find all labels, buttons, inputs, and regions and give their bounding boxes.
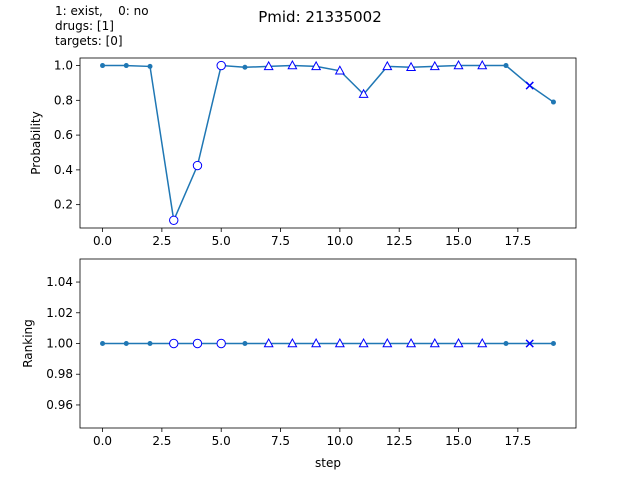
x-tick-label: 7.5 (271, 434, 290, 448)
data-point-dot (242, 341, 248, 346)
data-point-x (525, 81, 534, 90)
x-tick-label: 5.0 (212, 234, 231, 248)
x-tick-label: 0.0 (93, 234, 112, 248)
series-line (102, 64, 554, 223)
data-point-triangle (358, 88, 369, 98)
y-tick-label: 0.4 (54, 163, 73, 177)
data-point-triangle (334, 337, 345, 348)
axes-frame (79, 258, 577, 429)
y-axis-label: Probability (29, 111, 43, 174)
x-axis-label: step (315, 456, 341, 470)
data-point-triangle (311, 337, 322, 348)
y-tick-label: 0.2 (54, 198, 73, 212)
axes-frame (79, 57, 577, 229)
data-point-triangle (382, 60, 393, 71)
x-tick-label: 10.0 (327, 234, 354, 248)
data-point-triangle (477, 60, 488, 70)
data-point-triangle (382, 337, 393, 348)
x-tick-label: 0.0 (93, 434, 112, 448)
legend-note-exist: 1: exist, 0: no (55, 4, 149, 18)
data-point-circle (169, 338, 179, 349)
y-tick-label: 1.04 (46, 275, 73, 289)
data-point-circle (192, 338, 203, 349)
data-point-dot (242, 64, 248, 70)
figure-title: Pmid: 21335002 (258, 8, 382, 26)
data-point-dot (100, 341, 106, 346)
data-point-triangle (406, 337, 417, 348)
y-tick-label: 0.96 (46, 398, 73, 412)
data-point-triangle (477, 337, 488, 348)
data-point-triangle (429, 337, 440, 348)
data-point-triangle (453, 60, 464, 70)
x-tick-label: 12.5 (386, 434, 413, 448)
ranking-plot: 0.0 2.5 5.0 7.5 10.0 12.5 15.0 17.5 0.96 0.98 1.00… (21, 258, 577, 470)
data-point-triangle (406, 61, 417, 71)
x-tick-label: 12.5 (386, 234, 413, 248)
data-point-dot (123, 63, 129, 69)
data-point-circle (216, 60, 226, 71)
data-point-triangle (358, 337, 369, 348)
y-axis-label: Ranking (21, 319, 35, 368)
data-point-dot (100, 63, 106, 69)
x-tick-label: 10.0 (327, 434, 354, 448)
x-tick-label: 15.0 (445, 434, 472, 448)
data-point-triangle (334, 65, 345, 75)
y-tick-label: 0.8 (54, 93, 73, 107)
data-point-triangle (263, 337, 274, 348)
x-tick-label: 5.0 (212, 434, 231, 448)
data-point-dot (123, 341, 129, 346)
data-point-dot (550, 341, 556, 346)
x-tick-label: 15.0 (445, 234, 472, 248)
probability-plot: 0.0 2.5 5.0 7.5 10.0 12.5 15.0 17.5 0.2 0.4 0.6 0.8… (29, 57, 577, 248)
data-point-dot (550, 99, 556, 105)
x-tick-label: 17.5 (504, 234, 531, 248)
data-point-triangle (287, 337, 298, 348)
data-point-circle (216, 338, 226, 349)
legend-note-targets: targets: [0] (55, 34, 123, 48)
data-point-triangle (311, 60, 322, 71)
data-point-dot (147, 341, 153, 346)
y-tick-label: 1.0 (54, 59, 73, 73)
y-tick-label: 0.98 (46, 367, 73, 381)
data-point-triangle (287, 60, 298, 70)
x-tick-label: 2.5 (152, 434, 171, 448)
data-point-circle (169, 215, 179, 225)
y-tick-label: 1.00 (46, 337, 73, 351)
legend-note-drugs: drugs: [1] (55, 19, 114, 33)
data-point-triangle (429, 60, 440, 71)
x-tick-label: 7.5 (271, 234, 290, 248)
x-tick-label: 17.5 (504, 434, 531, 448)
data-point-triangle (263, 60, 274, 71)
data-point-dot (503, 63, 509, 69)
y-tick-label: 0.6 (54, 128, 73, 142)
data-point-circle (192, 160, 203, 171)
data-point-dot (147, 63, 153, 69)
y-tick-label: 1.02 (46, 306, 73, 320)
data-point-dot (503, 341, 509, 346)
data-point-x (525, 339, 534, 348)
data-point-triangle (453, 337, 464, 348)
x-tick-label: 2.5 (152, 234, 171, 248)
